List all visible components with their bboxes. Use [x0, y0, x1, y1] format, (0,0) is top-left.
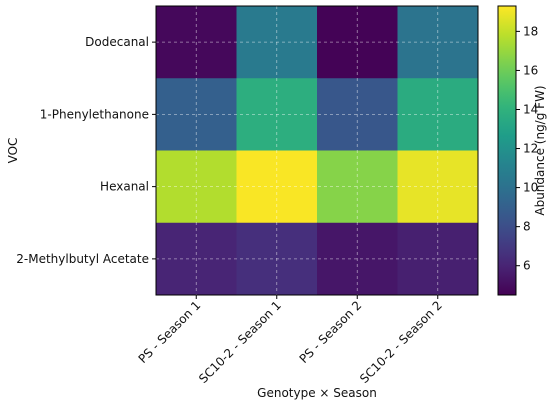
colorbar-tick-label: 10 — [523, 181, 538, 195]
x-tick-label: PS - Season 2 — [297, 298, 365, 366]
y-tick-label: 2-Methylbutyl Acetate — [16, 252, 149, 266]
grid-lines — [156, 6, 478, 295]
heatmap-cells — [156, 6, 479, 296]
colorbar: 6 8 10 12 14 16 18 — [497, 5, 538, 296]
x-axis-title: Genotype × Season — [257, 386, 377, 400]
colorbar-label: Abundance (ng/g FW) — [533, 85, 547, 215]
x-tick-label: PS - Season 1 — [136, 298, 204, 366]
x-tick-label: SC10-2 - Season 2 — [357, 298, 445, 386]
plot-frame — [155, 5, 479, 296]
colorbar-tick-label: 6 — [523, 259, 531, 273]
x-tick-label: SC10-2 - Season 1 — [196, 298, 284, 386]
colorbar-tick-label: 12 — [523, 142, 538, 156]
colorbar-tick-label: 8 — [523, 220, 531, 234]
y-axis-title: VOC — [6, 138, 20, 164]
colorbar-tick-label: 14 — [523, 102, 538, 116]
y-tick-label: 1-Phenylethanone — [40, 107, 149, 121]
y-tick-label: Hexanal — [100, 180, 149, 194]
colorbar-tick-label: 18 — [523, 24, 538, 38]
y-axis-ticks: Dodecanal 1-Phenylethanone Hexanal 2-Methyl… — [16, 35, 156, 266]
colorbar-gradient — [497, 5, 517, 296]
colorbar-tick-label: 16 — [523, 63, 538, 77]
y-tick-label: Dodecanal — [85, 35, 149, 49]
